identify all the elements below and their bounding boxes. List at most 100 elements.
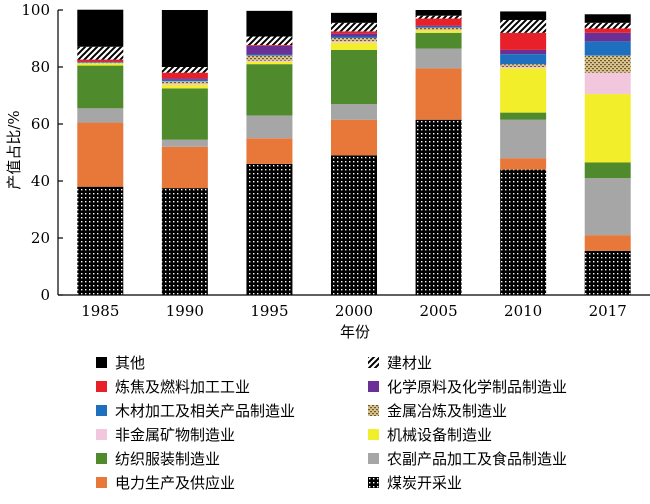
legend-item-series-9: 化学原料及化学制品制造业 bbox=[368, 376, 636, 397]
bar-segment-series-8-1995 bbox=[246, 54, 293, 56]
legend-swatch bbox=[96, 405, 107, 416]
bar-segment-series-11-2000 bbox=[331, 22, 377, 32]
bar-segment-series-3-1985 bbox=[77, 108, 124, 123]
bar-stacks bbox=[77, 9, 631, 296]
legend-swatch bbox=[96, 381, 107, 392]
bar-segment-series-7-2005 bbox=[415, 27, 462, 30]
legend-swatch bbox=[96, 477, 107, 488]
stacked-bar-chart: 0 20 40 60 80 100 1985 1990 1995 2000 2005 2010 201… bbox=[5, 1, 650, 341]
legend-label: 其他 bbox=[115, 354, 146, 372]
bar-segment-series-10-2000 bbox=[331, 31, 377, 34]
legend-label: 纺织服装制造业 bbox=[115, 450, 221, 468]
bar-segment-series-4-2017 bbox=[584, 162, 631, 179]
bar-segment-series-9-2010 bbox=[500, 49, 547, 55]
legend-label: 非金属矿物制造业 bbox=[115, 426, 236, 444]
bar-segment-series-10-1990 bbox=[161, 72, 208, 79]
bar-segment-series-9-1985 bbox=[77, 61, 124, 63]
bar-segment-series-7-2010 bbox=[500, 64, 547, 67]
bar-segment-series-4-1995 bbox=[246, 64, 293, 116]
bar-segment-series-8-1985 bbox=[77, 62, 124, 63]
legend-item-series-8: 木材加工及相关产品制造业 bbox=[96, 400, 368, 421]
y-tick-label: 80 bbox=[31, 58, 50, 76]
bar-segment-series-2-1985 bbox=[77, 122, 124, 187]
y-axis: 0 20 40 60 80 100 bbox=[21, 1, 63, 304]
legend-swatch bbox=[96, 429, 107, 440]
bar-segment-series-5-1995 bbox=[246, 61, 293, 65]
legend-swatch bbox=[368, 405, 379, 416]
bar-segment-series-5-2010 bbox=[500, 68, 547, 113]
y-tick-label: 0 bbox=[40, 286, 50, 304]
bar-segment-series-2-2010 bbox=[500, 158, 547, 170]
bar-segment-series-6-2000 bbox=[331, 41, 377, 43]
bar-segment-series-4-2010 bbox=[500, 112, 547, 120]
bar-stack-2005 bbox=[415, 10, 462, 295]
bar-segment-series-7-2000 bbox=[331, 37, 377, 42]
bar-stack-2000 bbox=[331, 12, 377, 295]
bar-segment-series-1-2017 bbox=[584, 250, 631, 295]
x-tick-label: 1985 bbox=[81, 302, 119, 320]
bar-segment-series-5-2005 bbox=[415, 30, 462, 33]
x-tick-label: 2000 bbox=[335, 302, 373, 320]
bar-segment-series-6-2017 bbox=[584, 72, 631, 95]
bar-segment-series-12-1995 bbox=[246, 10, 293, 37]
bar-segment-series-11-2010 bbox=[500, 19, 547, 33]
legend-label: 炼焦及燃料加工工业 bbox=[115, 378, 251, 396]
x-tick-label: 1990 bbox=[166, 302, 204, 320]
bar-segment-series-10-1995 bbox=[246, 45, 293, 46]
x-axis-label: 年份 bbox=[340, 323, 370, 341]
bar-segment-series-12-2000 bbox=[331, 12, 377, 23]
bar-segment-series-8-2005 bbox=[415, 26, 462, 28]
bar-segment-series-4-1990 bbox=[161, 88, 208, 140]
bar-segment-series-11-1985 bbox=[77, 46, 124, 60]
bar-segment-series-9-2005 bbox=[415, 25, 462, 27]
y-tick-label: 40 bbox=[31, 172, 50, 190]
bar-segment-series-2-2000 bbox=[331, 119, 377, 156]
legend-item-series-1: 煤炭开采业 bbox=[368, 472, 636, 493]
legend-label: 建材业 bbox=[387, 354, 433, 372]
y-tick-label: 60 bbox=[31, 115, 50, 133]
legend-item-series-7: 金属冶炼及制造业 bbox=[368, 400, 636, 421]
legend-item-series-10: 炼焦及燃料加工工业 bbox=[96, 376, 368, 397]
bar-segment-series-4-2005 bbox=[415, 32, 462, 49]
x-tick-label: 2010 bbox=[504, 302, 542, 320]
bar-segment-series-5-1990 bbox=[161, 84, 208, 89]
legend-swatch bbox=[368, 429, 379, 440]
bar-segment-series-2-1995 bbox=[246, 138, 293, 164]
legend-swatch bbox=[368, 357, 379, 368]
y-tick-label: 100 bbox=[21, 1, 50, 19]
bar-segment-series-8-2000 bbox=[331, 36, 377, 38]
bar-segment-series-7-1990 bbox=[161, 81, 208, 84]
bar-segment-series-9-2017 bbox=[584, 32, 631, 42]
bar-segment-series-1-1985 bbox=[77, 186, 124, 295]
bar-segment-series-7-1985 bbox=[77, 62, 124, 64]
bar-segment-series-4-1985 bbox=[77, 65, 124, 109]
bar-segment-series-5-2000 bbox=[331, 42, 377, 50]
x-tick-label: 2017 bbox=[589, 302, 627, 320]
bar-segment-series-3-2010 bbox=[500, 119, 547, 159]
bar-segment-series-4-2000 bbox=[331, 49, 377, 105]
bar-segment-series-1-2000 bbox=[331, 155, 377, 295]
bar-segment-series-5-1985 bbox=[77, 63, 124, 66]
bar-segment-series-11-1995 bbox=[246, 36, 293, 46]
bar-segment-series-5-2017 bbox=[584, 94, 631, 163]
legend-item-series-3: 农副产品加工及食品制造业 bbox=[368, 448, 636, 469]
legend-item-series-2: 电力生产及供应业 bbox=[96, 472, 368, 493]
bar-segment-series-3-1995 bbox=[246, 115, 293, 139]
legend-label: 化学原料及化学制品制造业 bbox=[387, 378, 568, 396]
bar-segment-series-8-2010 bbox=[500, 54, 547, 65]
legend-swatch bbox=[368, 453, 379, 464]
legend-item-series-12: 其他 bbox=[96, 352, 368, 373]
bar-segment-series-1-1995 bbox=[246, 163, 293, 295]
bar-segment-series-12-1985 bbox=[77, 9, 124, 47]
bar-segment-series-6-2010 bbox=[500, 67, 547, 69]
bar-segment-series-10-2017 bbox=[584, 28, 631, 33]
bar-segment-series-2-2005 bbox=[415, 68, 462, 120]
bar-stack-1985 bbox=[77, 9, 124, 295]
legend-item-series-5: 机械设备制造业 bbox=[368, 424, 636, 445]
bar-segment-series-11-2005 bbox=[415, 15, 462, 19]
bar-segment-series-6-1995 bbox=[246, 60, 293, 62]
legend-swatch bbox=[96, 357, 107, 368]
legend-label: 金属冶炼及制造业 bbox=[387, 402, 508, 420]
bar-stack-1990 bbox=[161, 10, 208, 296]
bar-stack-1995 bbox=[246, 10, 293, 295]
